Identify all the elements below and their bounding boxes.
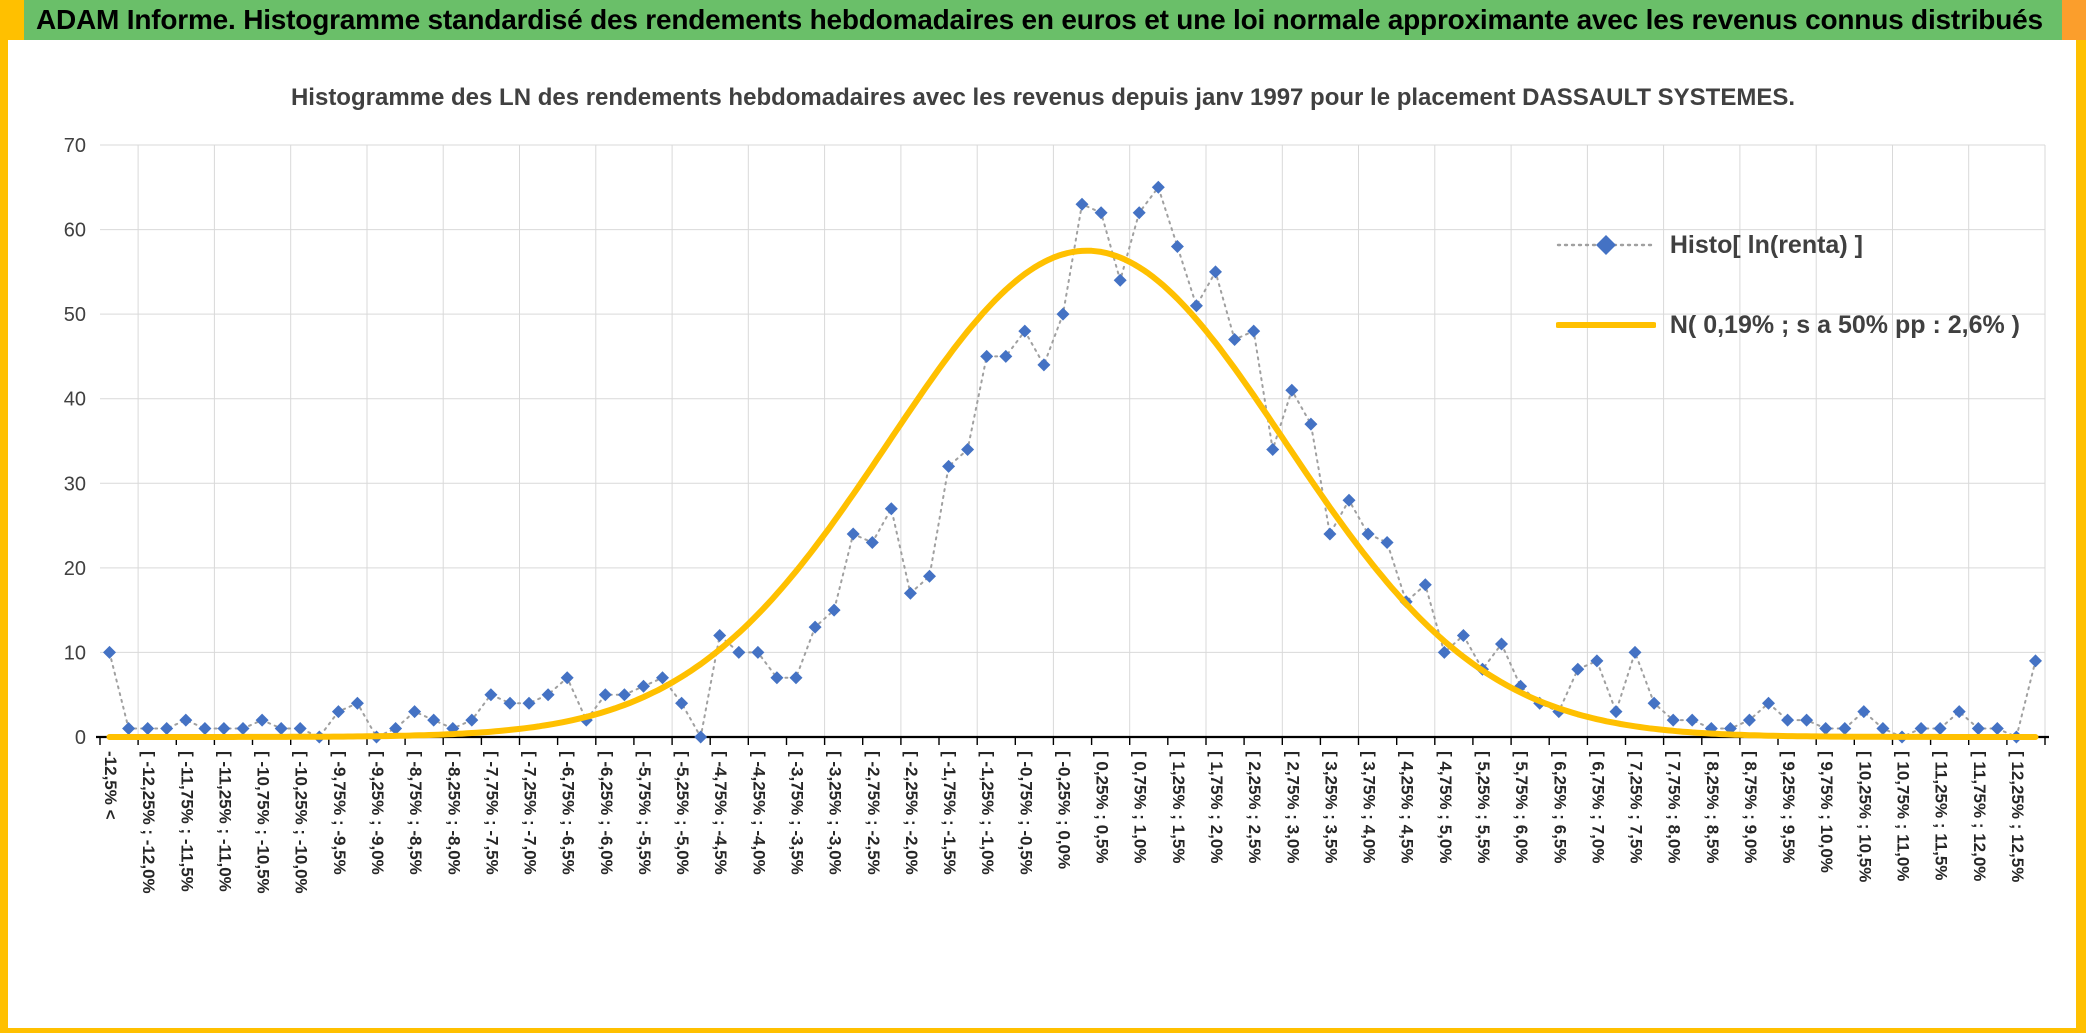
svg-text:[ -7,75% ; -7,5%: [ -7,75% ; -7,5%: [482, 751, 501, 875]
svg-text:[ 0,25% ; 0,5%: [ 0,25% ; 0,5%: [1093, 751, 1112, 863]
svg-text:[ 3,75% ; 4,0%: [ 3,75% ; 4,0%: [1360, 751, 1379, 863]
svg-text:60: 60: [64, 220, 86, 242]
svg-text:[ -10,25% ; -10,0%: [ -10,25% ; -10,0%: [292, 751, 311, 894]
chart-title: Histogramme des LN des rendements hebdom…: [290, 84, 1796, 111]
frame-strip-right: [2076, 0, 2086, 1033]
normal-curve-line: [106, 247, 2039, 740]
frame-strip-bottom: [0, 1028, 2086, 1033]
legend-marker-normal-icon: [1555, 311, 1656, 339]
legend-marker-histogram-icon: [1556, 231, 1656, 259]
chart-legend: Histo[ ln(renta) ] N( 0,19% ; s a 50% pp…: [1555, 223, 2020, 347]
svg-text:[ 11,25% ; 11,5%: [ 11,25% ; 11,5%: [1932, 751, 1951, 880]
svg-text:30: 30: [64, 473, 86, 495]
svg-text:[ -0,75% ; -0,5%: [ -0,75% ; -0,5%: [1016, 751, 1035, 875]
svg-text:[ -8,25% ; -8,0%: [ -8,25% ; -8,0%: [444, 751, 463, 875]
svg-text:[ -9,75% ; -9,5%: [ -9,75% ; -9,5%: [330, 751, 349, 875]
svg-text:[ -12,25% ; -12,0%: [ -12,25% ; -12,0%: [139, 751, 158, 894]
svg-text:[ -11,25% ; -11,0%: [ -11,25% ; -11,0%: [215, 751, 234, 892]
legend-label-normal: N( 0,19% ; s a 50% pp : 2,6% ): [1669, 310, 2020, 339]
svg-text:[ -3,25% ; -3,0%: [ -3,25% ; -3,0%: [826, 751, 845, 875]
svg-text:[ 9,25% ; 9,5%: [ 9,25% ; 9,5%: [1779, 751, 1798, 863]
svg-text:[ -9,25% ; -9,0%: [ -9,25% ; -9,0%: [368, 751, 387, 875]
svg-text:[ -6,75% ; -6,5%: [ -6,75% ; -6,5%: [559, 751, 578, 875]
histogram-markers: [103, 180, 2042, 744]
frame-strip-left: [0, 0, 8, 1033]
chart[interactable]: Histogramme des LN des rendements hebdom…: [0, 40, 2086, 1033]
svg-text:10: 10: [64, 642, 86, 664]
svg-text:[ 4,25% ; 4,5%: [ 4,25% ; 4,5%: [1398, 751, 1417, 863]
svg-text:[ -10,75% ; -10,5%: [ -10,75% ; -10,5%: [254, 751, 273, 894]
svg-text:50: 50: [64, 304, 86, 326]
svg-text:[ 6,25% ; 6,5%: [ 6,25% ; 6,5%: [1550, 751, 1569, 863]
svg-text:[ -6,25% ; -6,0%: [ -6,25% ; -6,0%: [597, 751, 616, 875]
svg-text:0: 0: [75, 727, 86, 749]
svg-text:[ -11,75% ; -11,5%: [ -11,75% ; -11,5%: [177, 751, 196, 892]
svg-text:[ 7,25% ; 7,5%: [ 7,25% ; 7,5%: [1627, 751, 1646, 863]
svg-text:[ -4,25% ; -4,0%: [ -4,25% ; -4,0%: [749, 751, 768, 875]
y-axis-labels: 0 10 20 30 40 50 60 70: [64, 135, 86, 749]
svg-text:[ -7,25% ; -7,0%: [ -7,25% ; -7,0%: [521, 751, 540, 875]
legend-item-normal[interactable]: N( 0,19% ; s a 50% pp : 2,6% ): [1555, 303, 2020, 347]
svg-text:[ -2,75% ; -2,5%: [ -2,75% ; -2,5%: [864, 751, 883, 875]
svg-text:[ -3,75% ; -3,5%: [ -3,75% ; -3,5%: [788, 751, 807, 875]
svg-text:[ 7,75% ; 8,0%: [ 7,75% ; 8,0%: [1665, 751, 1684, 863]
svg-text:[ -8,75% ; -8,5%: [ -8,75% ; -8,5%: [406, 751, 425, 875]
svg-text:70: 70: [64, 135, 86, 157]
svg-text:[ -1,25% ; -1,0%: [ -1,25% ; -1,0%: [978, 751, 997, 875]
svg-text:[ -2,25% ; -2,0%: [ -2,25% ; -2,0%: [902, 751, 921, 875]
svg-text:[ 10,25% ; 10,5%: [ 10,25% ; 10,5%: [1855, 751, 1874, 882]
svg-text:[ -4,75% ; -4,5%: [ -4,75% ; -4,5%: [711, 751, 730, 875]
svg-text:[ -5,25% ; -5,0%: [ -5,25% ; -5,0%: [673, 751, 692, 875]
svg-text:[ 2,25% ; 2,5%: [ 2,25% ; 2,5%: [1245, 751, 1264, 863]
svg-text:[ 0,75% ; 1,0%: [ 0,75% ; 1,0%: [1131, 751, 1150, 863]
header-corner-right-square: [2062, 0, 2086, 40]
svg-text:[ 8,75% ; 9,0%: [ 8,75% ; 9,0%: [1741, 751, 1760, 863]
svg-text:[ 1,75% ; 2,0%: [ 1,75% ; 2,0%: [1207, 751, 1226, 863]
svg-text:[ 9,75% ; 10,0%: [ 9,75% ; 10,0%: [1817, 751, 1836, 873]
svg-text:40: 40: [64, 389, 86, 411]
svg-text:[ 4,75% ; 5,0%: [ 4,75% ; 5,0%: [1436, 751, 1455, 863]
svg-text:[ 5,75% ; 6,0%: [ 5,75% ; 6,0%: [1512, 751, 1531, 863]
svg-text:[ 12,25% ; 12,5%: [ 12,25% ; 12,5%: [2008, 751, 2027, 882]
svg-text:-12,5% <: -12,5% <: [101, 751, 120, 820]
app-header-title: ADAM Informe. Histogramme standardisé de…: [36, 4, 2043, 35]
svg-text:[ 10,75% ; 11,0%: [ 10,75% ; 11,0%: [1894, 751, 1913, 881]
legend-label-histogram: Histo[ ln(renta) ]: [1669, 230, 1863, 259]
svg-text:[ 6,75% ; 7,0%: [ 6,75% ; 7,0%: [1588, 751, 1607, 863]
x-axis-labels: -12,5% < [ -12,25% ; -12,0% [ -11,75% ; -1…: [101, 751, 2027, 894]
svg-text:[ 3,25% ; 3,5%: [ 3,25% ; 3,5%: [1321, 751, 1340, 863]
svg-text:20: 20: [64, 558, 86, 580]
svg-text:[ 5,25% ; 5,5%: [ 5,25% ; 5,5%: [1474, 751, 1493, 863]
svg-text:[ -5,75% ; -5,5%: [ -5,75% ; -5,5%: [635, 751, 654, 875]
app-header: ADAM Informe. Histogramme standardisé de…: [0, 0, 2086, 40]
svg-text:[ 1,25% ; 1,5%: [ 1,25% ; 1,5%: [1169, 751, 1188, 863]
chart-plot-area: 0 10 20 30 40 50 60 70 -12,5% < [ -12,25% ; -12,0…: [64, 135, 2049, 894]
svg-text:[ 11,75% ; 12,0%: [ 11,75% ; 12,0%: [1970, 751, 1989, 881]
svg-text:[ -1,75% ; -1,5%: [ -1,75% ; -1,5%: [940, 751, 959, 875]
svg-text:[ 2,75% ; 3,0%: [ 2,75% ; 3,0%: [1283, 751, 1302, 863]
header-corner-left-square: [0, 0, 24, 40]
svg-text:[ -0,25% ; 0,0%: [ -0,25% ; 0,0%: [1055, 751, 1074, 869]
legend-item-histogram[interactable]: Histo[ ln(renta) ]: [1556, 223, 2020, 267]
gridlines: [100, 144, 2046, 737]
svg-text:[ 8,25% ; 8,5%: [ 8,25% ; 8,5%: [1703, 751, 1722, 863]
